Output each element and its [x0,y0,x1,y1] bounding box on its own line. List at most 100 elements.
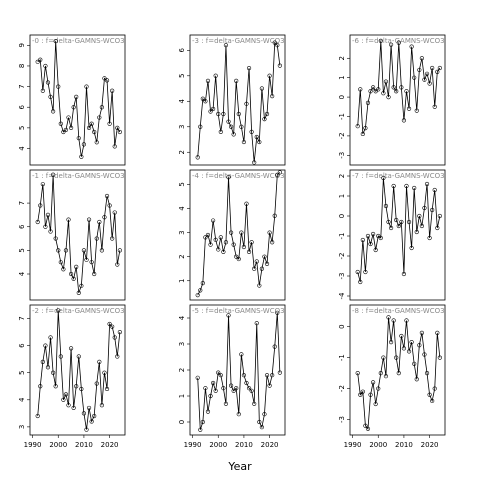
y-tick-label: -1 [338,233,346,240]
data-point [115,125,120,130]
y-tick-label: 7 [18,316,26,320]
data-point [48,94,53,100]
data-point [244,101,249,106]
y-tick-label: 4 [178,206,186,211]
plot-area: -5 : f=delta-GAMNS-WCO3- [192,307,285,432]
data-point [115,354,120,359]
y-tick-label: 4 [18,397,26,402]
data-point [38,384,43,389]
data-point [360,237,365,243]
data-point [378,235,383,241]
data-point [386,94,391,100]
y-tick-label: 9 [18,43,26,47]
data-point [358,392,363,397]
data-point [211,106,216,112]
data-point [213,237,218,242]
data-point [386,219,391,225]
x-axis-label: Year [227,460,252,473]
data-point [63,392,69,397]
data-point [74,264,79,270]
data-point [239,230,244,235]
data-point [61,267,66,272]
series-line [37,310,121,430]
series-line [37,174,121,294]
plot-area: -8 : f=delta-GAMNS-WCO3- [352,307,448,431]
data-point [200,419,205,425]
data-point [246,386,252,391]
data-point [376,233,381,239]
data-point [76,136,81,141]
data-point [406,106,412,111]
data-point [262,254,267,259]
data-point [267,73,272,78]
panel: 1 2 3 4 5 -4 : f=delta-GAMNS-WCO3- [178,169,288,301]
data-point [94,236,99,241]
y-tick-label: 8 [18,64,26,68]
y-tick-label: 0 [178,420,186,424]
x-tick-label: 2020 [261,441,279,449]
y-tick-label: 6 [18,224,26,229]
data-point [437,355,442,360]
panel-title: -8 : f=delta-GAMNS-WCO3- [352,307,448,315]
y-tick-label: -4 [338,292,346,300]
plot-area: -7 : f=delta-GAMNS-WCO3- [352,172,445,285]
data-point [365,233,371,239]
data-point [81,248,87,253]
data-point [432,104,437,109]
data-point [104,193,110,199]
data-point [241,244,247,250]
plot-area: -0 : f=delta-GAMNS-WCO3- [32,37,128,159]
data-point [358,87,363,92]
data-point [53,39,58,44]
data-point [234,78,239,83]
data-point [211,218,216,223]
data-point [74,384,79,389]
data-point [394,217,399,223]
data-point [368,392,373,397]
data-point [412,361,417,366]
data-point [394,89,399,94]
data-point [198,288,203,293]
panel-title: -4 : f=delta-GAMNS-WCO3- [192,172,288,180]
data-point [35,413,40,419]
y-tick-label: 3 [178,342,186,346]
panel-title: -0 : f=delta-GAMNS-WCO3- [32,37,128,45]
data-point [254,321,259,326]
data-point [43,343,48,348]
data-point [422,77,427,82]
data-point [63,127,69,133]
data-point [213,388,218,393]
data-point [404,318,409,323]
data-point [76,290,81,296]
panel-frame [189,169,286,301]
data-point [414,377,419,382]
data-point [381,355,386,360]
data-point [51,370,56,375]
data-point [51,109,56,114]
data-point [203,99,208,104]
series-line [197,41,281,163]
panel-frame [29,169,126,301]
data-point [61,397,66,402]
data-point [399,333,404,339]
panel-title: -3 : f=delta-GAMNS-WCO3- [192,37,288,45]
data-point [35,219,40,225]
data-point [427,235,432,241]
data-point [257,419,262,425]
data-point [246,249,252,254]
data-point [262,117,267,122]
data-point [40,88,45,93]
data-point [71,105,76,110]
data-point [40,182,45,187]
y-tick-label: 2 [338,174,346,178]
x-tick-label: 2010 [235,441,253,449]
data-point [56,248,61,253]
data-point [241,139,247,145]
data-point [97,115,102,120]
data-point [252,160,257,165]
data-point [272,344,277,349]
data-point [99,403,104,408]
data-point [221,249,226,254]
panel: 2 3 4 5 6 -3 : f=delta-GAMNS-WCO3- [178,34,288,166]
